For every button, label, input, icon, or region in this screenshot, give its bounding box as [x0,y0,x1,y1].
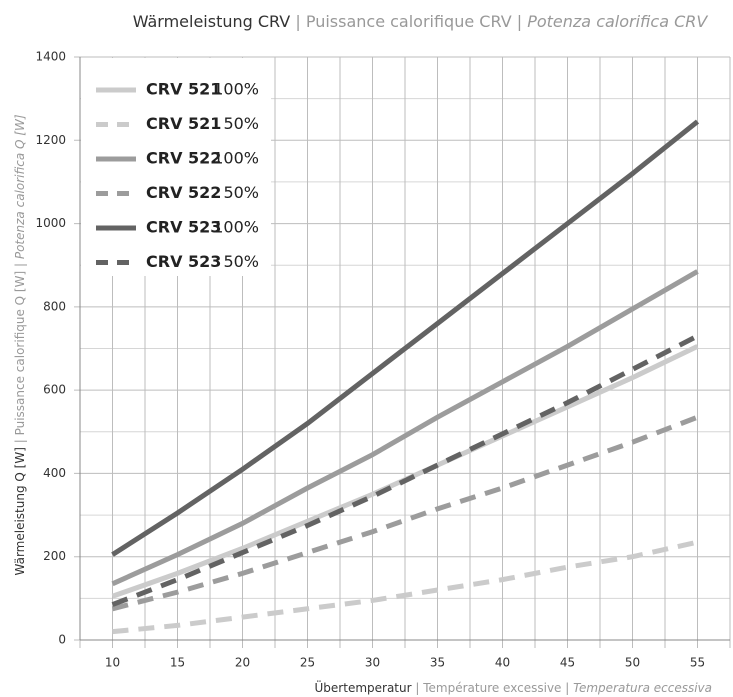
series-line [111,333,699,607]
legend-label: 50% [223,252,259,271]
chart-title: Wärmeleistung CRV | Puissance calorifiqu… [133,12,709,31]
ylabel-part: Wärmeleistung Q [W] [13,447,27,575]
x-tick-label: 40 [495,656,510,670]
ylabel-part: | Puissance calorifique Q [W] [13,271,27,443]
xlabel-part: | Température excessive [415,681,561,695]
x-tick-label: 15 [170,656,185,670]
y-tick-label: 1400 [35,50,66,64]
y-tick-label: 400 [43,466,66,480]
legend-name: CRV 523 [146,218,221,237]
x-tick-label: 30 [365,656,380,670]
x-tick-label: 25 [300,656,315,670]
legend-name: CRV 521 [146,114,221,133]
y-tick-label: 0 [58,633,66,647]
y-tick-label: 800 [43,299,66,313]
title-part: Wärmeleistung CRV [133,12,291,31]
legend-name: CRV 522 [146,183,221,202]
legend-name: CRV 521 [146,80,221,99]
legend-name: CRV 523 [146,252,221,271]
xlabel-part: Übertemperatur [315,679,412,695]
y-tick-label: 600 [43,383,66,397]
legend-box [81,58,271,276]
x-tick-label: 10 [105,656,120,670]
y-tick-label: 1000 [35,216,66,230]
x-tick-label: 45 [560,656,575,670]
legend-label: 50% [223,114,259,133]
title-part: | Potenza calorifica CRV [517,12,709,31]
legend-label: 100% [213,80,259,99]
y-tick-label: 1200 [35,133,66,147]
series-line [112,539,699,635]
y-axis-label: Wärmeleistung Q [W] | Puissance calorifi… [13,114,27,575]
series-line [111,119,700,557]
x-axis-label: Übertemperatur | Température excessive |… [315,679,712,695]
xlabel-part: | Temperatura eccessiva [565,681,712,695]
title-part: | Puissance calorifique CRV [295,12,511,31]
ylabel-part: | Potenza calorifica Q [W] [13,114,27,267]
legend-label: 100% [213,218,259,237]
legend-label: 100% [213,149,259,168]
x-tick-label: 35 [430,656,445,670]
y-tick-label: 200 [43,549,66,563]
series-line [111,269,699,587]
legend-name: CRV 522 [146,149,221,168]
x-tick-label: 50 [625,656,640,670]
legend-label: 50% [223,183,259,202]
x-tick-label: 55 [690,656,705,670]
x-tick-label: 20 [235,656,250,670]
